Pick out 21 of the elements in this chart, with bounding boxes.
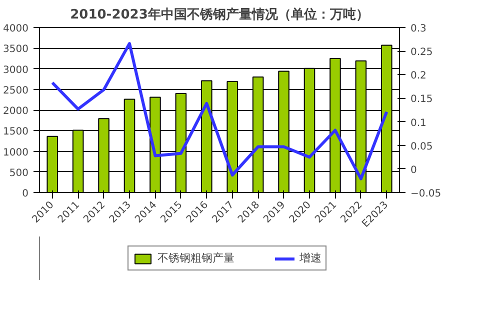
y-tick-label: 2000 [3,106,29,117]
y2-tick-label: 0.2 [410,70,426,82]
legend-label: 增速 [300,250,322,266]
y-tick-label: 0 [22,188,29,200]
y2-tick-label: 0 [410,164,417,176]
y-tick-label: 3500 [3,44,29,56]
y-tick-label: 1000 [3,147,29,158]
y2-tick-label: 0.05 [410,141,433,152]
legend-label: 不锈钢粗钢产量 [158,250,234,266]
y2-tick-label: −0.05 [410,188,442,200]
y-tick-label: 3000 [3,64,29,76]
y-tick-label: 4000 [3,24,29,34]
line-series [50,42,388,180]
y2-tick-label: 0.15 [410,94,433,106]
y2-tick-label: 0.25 [410,47,433,58]
y2-tick-label: 0.3 [410,24,426,34]
y-tick-label: 2500 [3,85,29,96]
y2-tick-label: 0.1 [410,118,426,129]
y-tick-label: 500 [9,168,29,179]
y-tick-label: 1500 [3,126,29,138]
chart-title: 2010-2023年中国不锈钢产量情况（单位：万吨） [70,6,369,22]
